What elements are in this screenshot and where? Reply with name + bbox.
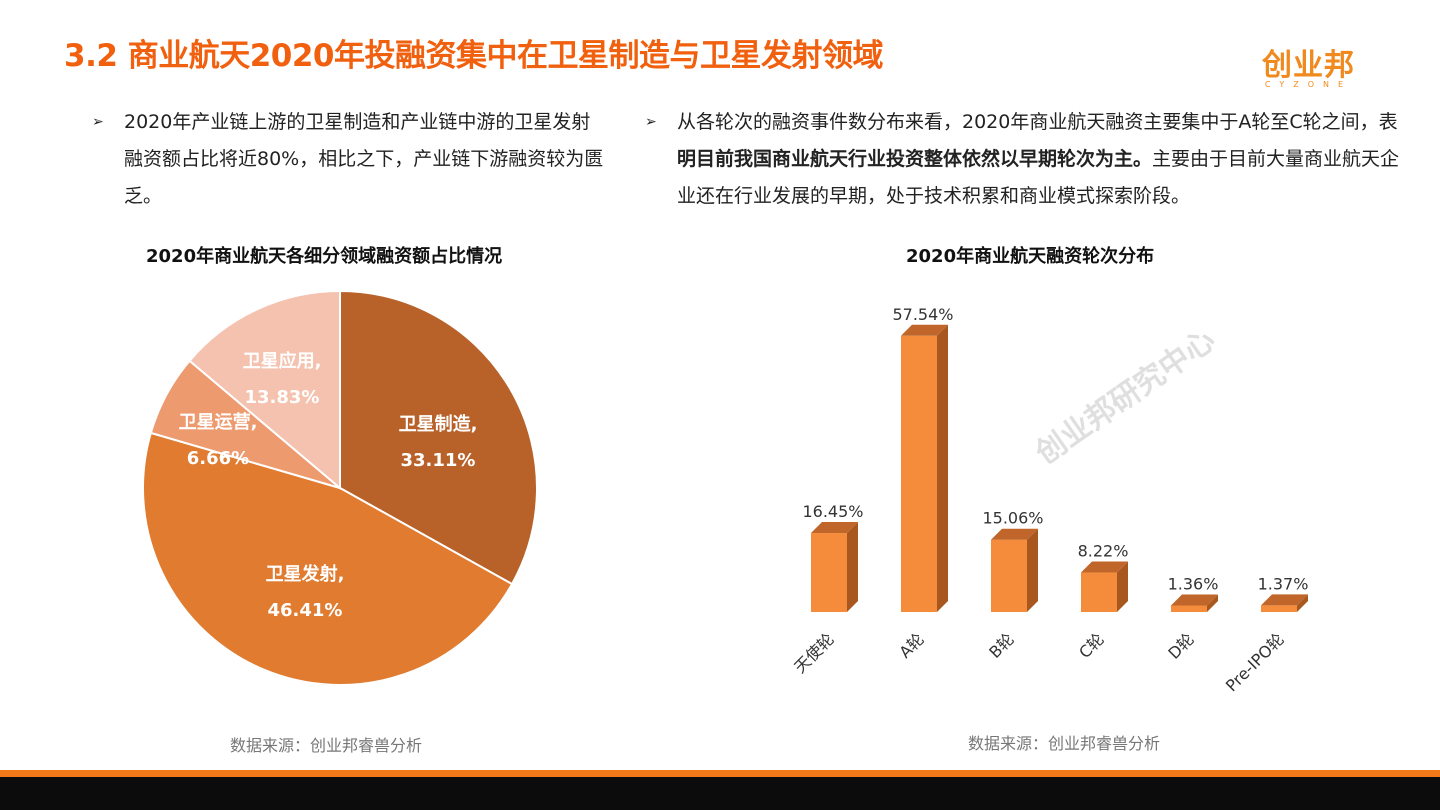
bar-value-label: 57.54% (892, 305, 953, 324)
pie-slice-1 (142, 431, 514, 686)
bar-top (811, 522, 858, 534)
pie-value: 46.41% (268, 600, 343, 621)
pie-value: 13.83% (245, 387, 320, 408)
pie-label: 卫星发射, (266, 563, 345, 585)
right-bullet: ➢ 从各轮次的融资事件数分布来看，2020年商业航天融资主要集中于A轮至C轮之间… (645, 104, 1412, 215)
bar-category-label: 天使轮 (790, 629, 837, 676)
bullet-arrow-icon: ➢ (92, 114, 104, 130)
bar-value-label: 8.22% (1078, 542, 1129, 561)
footer-bar (0, 777, 1440, 810)
bar-category-label: B轮 (985, 629, 1018, 662)
source-right: 数据来源：创业邦睿兽分析 (968, 734, 1161, 753)
pie-label: 卫星运营, (179, 411, 258, 433)
page-title: 3.2 商业航天2020年投融资集中在卫星制造与卫星发射领域 (64, 38, 884, 74)
pie-chart-title: 2020年商业航天各细分领域融资额占比情况 (146, 246, 503, 267)
right-bullet-bold: 明目前我国商业航天行业投资整体依然以早期轮次为主。 (677, 148, 1153, 170)
bar-top (1261, 594, 1308, 606)
bar-top (1171, 594, 1218, 606)
right-bullet-pre: 从各轮次的融资事件数分布来看，2020年商业航天融资主要集中于A轮至C轮之间，表 (677, 111, 1398, 133)
bar-value-label: 15.06% (982, 509, 1043, 528)
bar-side (1027, 528, 1038, 612)
logo-en: CYZONE (1264, 80, 1353, 89)
pie-label: 卫星制造, (399, 413, 478, 435)
left-bullet: ➢ 2020年产业链上游的卫星制造和产业链中游的卫星发射融资额占比将近80%，相… (92, 104, 604, 215)
bar-top (991, 528, 1038, 540)
bar-side (847, 522, 858, 612)
source-left: 数据来源：创业邦睿兽分析 (230, 736, 423, 755)
bar-side (1117, 561, 1128, 612)
left-bullet-text: 2020年产业链上游的卫星制造和产业链中游的卫星发射融资额占比将近80%，相比之… (124, 111, 604, 207)
logo-cn: 创业邦 (1262, 48, 1355, 83)
bar-top (1081, 561, 1128, 573)
pie-slice-3 (188, 289, 341, 491)
pie-value: 33.11% (401, 450, 476, 471)
bar-chart-title: 2020年商业航天融资轮次分布 (906, 246, 1155, 267)
pie-slice-0 (339, 289, 538, 586)
footer-orange-line (0, 770, 1440, 777)
bar-front (1171, 605, 1207, 612)
bar-front (991, 539, 1027, 612)
bar-category-label: D轮 (1164, 629, 1197, 662)
right-bullet-post: 主要由于目前大量商业航天企业还在行业发展的早期，处于技术积累和商业模式探索阶段。 (677, 148, 1400, 207)
bar-side (1207, 594, 1218, 612)
pie-chart: 卫星制造, 33.11% 卫星发射, 46.41% 卫星运营, 6.66% 卫星应用, 13.… (142, 289, 538, 686)
bar-category-label: C轮 (1075, 629, 1108, 662)
bar-front (811, 533, 847, 612)
bar-front (901, 335, 937, 612)
bar-side (937, 324, 948, 612)
bar-front (1081, 572, 1117, 612)
bar-side (1297, 594, 1308, 612)
bar-value-label: 1.36% (1168, 574, 1219, 593)
bar-top (901, 324, 948, 336)
bar-category-label: Pre-IPO轮 (1222, 629, 1288, 695)
bar-front (1261, 605, 1297, 612)
watermark: 创业邦研究中心 (1029, 322, 1222, 472)
pie-value: 6.66% (187, 448, 249, 469)
bar-category-label: A轮 (895, 629, 927, 661)
pie-label: 卫星应用, (243, 350, 322, 372)
bar-value-label: 16.45% (802, 502, 863, 521)
bullet-arrow-icon: ➢ (645, 114, 657, 130)
cyzone-logo: 创业邦 CYZONE (1262, 40, 1355, 89)
bar-value-label: 1.37% (1258, 574, 1309, 593)
